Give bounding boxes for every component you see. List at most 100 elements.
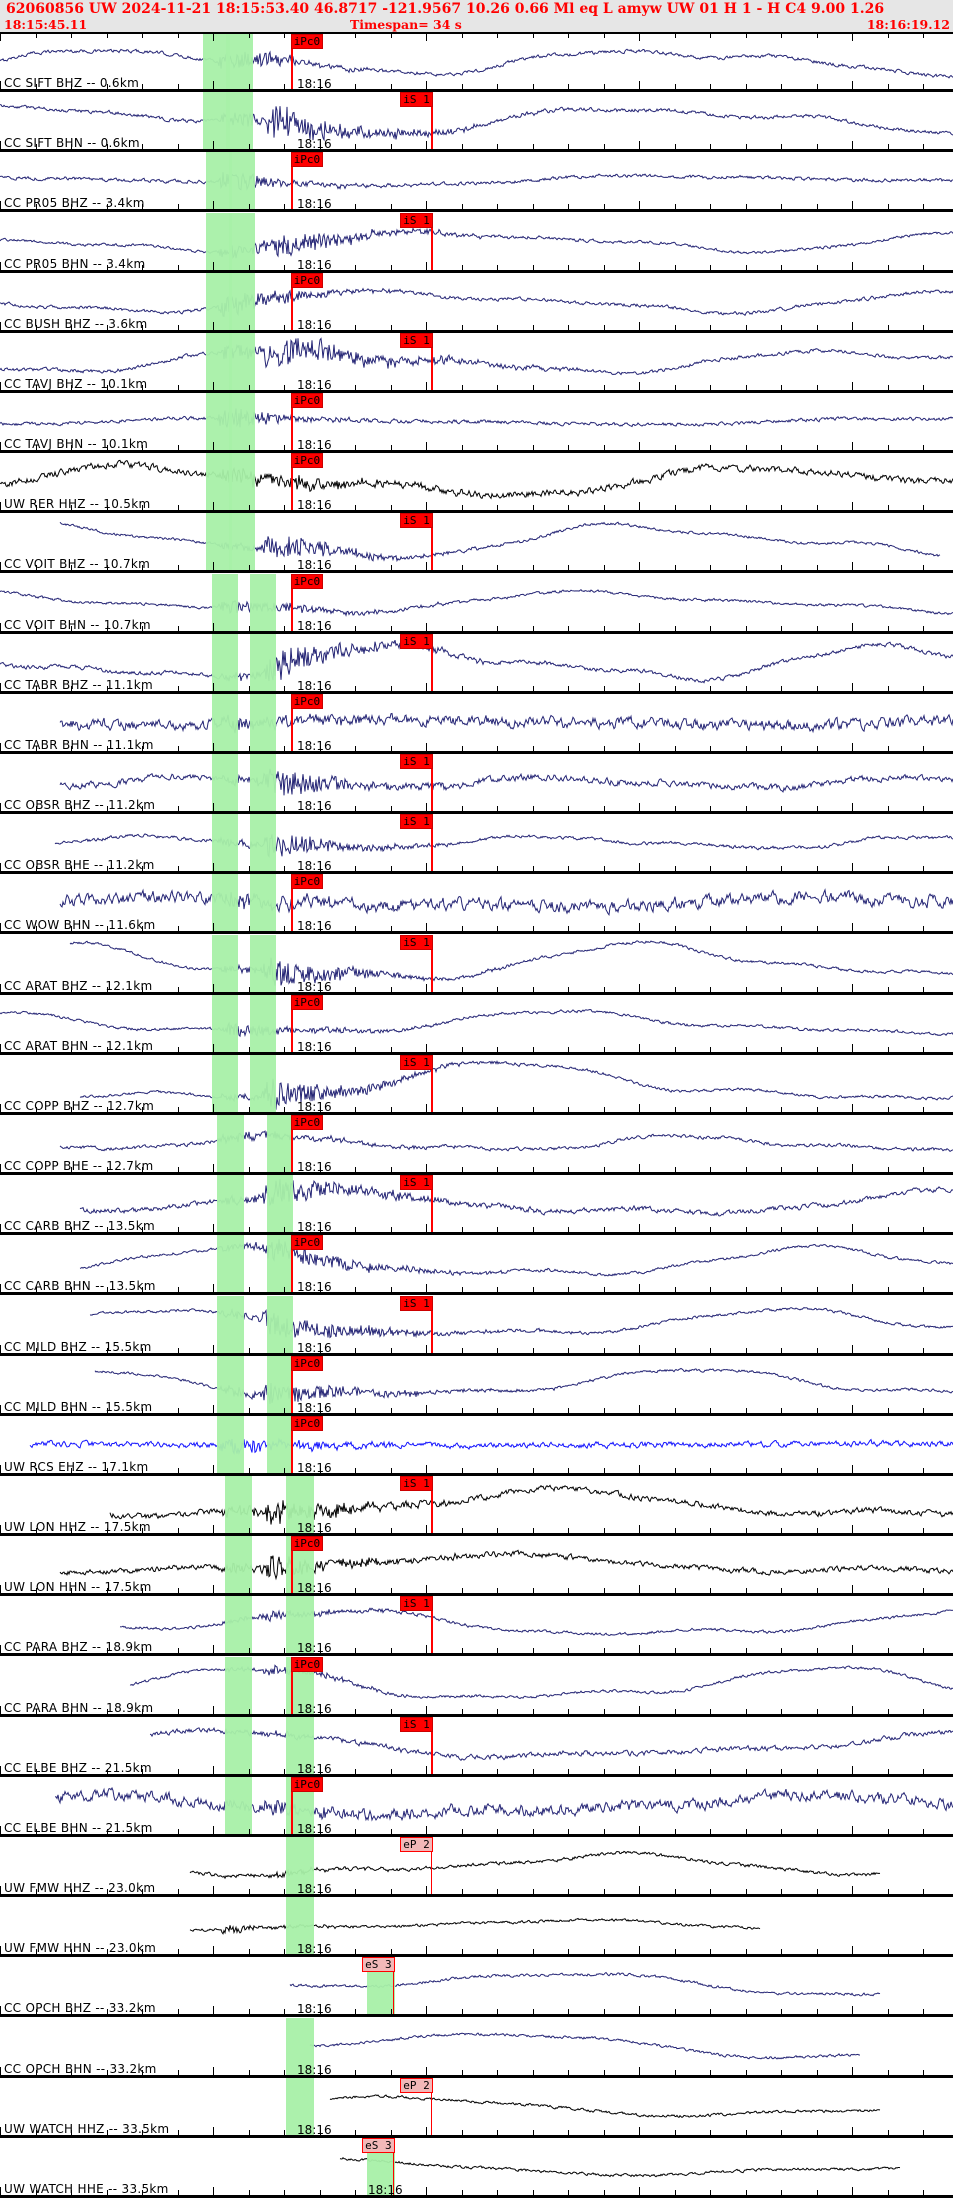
pick-label[interactable]: iPc0 (290, 1356, 324, 1371)
phase-pick-marker[interactable]: iPc0 (290, 1777, 351, 1834)
phase-pick-marker[interactable]: iS 1 (373, 213, 433, 270)
pick-label[interactable]: iPc0 (290, 393, 324, 408)
pick-label[interactable]: iPc0 (290, 34, 324, 49)
trace-row[interactable]: iPc0 CC VOIT BHN -- 10.7km 18:16 (0, 574, 953, 634)
trace-row[interactable]: UW FMW HHN -- 23.0km 18:16 (0, 1897, 953, 1957)
pick-label[interactable]: iS 1 (400, 1055, 433, 1070)
trace-row[interactable]: iS 1 CC ARAT BHZ -- 12.1km 18:16 (0, 935, 953, 995)
phase-pick-marker[interactable]: iPc0 (290, 1536, 351, 1593)
trace-row[interactable]: iS 1 CC VOIT BHZ -- 10.7km 18:16 (0, 513, 953, 573)
pick-label[interactable]: iPc0 (290, 874, 324, 889)
trace-row[interactable]: iS 1 CC COPP BHZ -- 12.7km 18:16 (0, 1055, 953, 1115)
phase-pick-marker[interactable]: iPc0 (290, 1115, 351, 1172)
trace-row[interactable]: iPc0 UW RER HHZ -- 10.5km 18:16 (0, 453, 953, 513)
pick-label[interactable]: iS 1 (400, 513, 433, 528)
trace-row[interactable]: iS 1 CC SIFT BHN -- 0.6km 18:16 (0, 92, 953, 152)
trace-row[interactable]: iS 1 CC PARA BHZ -- 18.9km 18:16 (0, 1596, 953, 1656)
phase-pick-marker[interactable]: iS 1 (373, 1296, 433, 1353)
pick-label[interactable]: iS 1 (400, 213, 433, 228)
pick-label[interactable]: eP 2 (400, 1837, 433, 1852)
trace-row[interactable]: iS 1 CC PR05 BHN -- 3.4km 18:16 (0, 213, 953, 273)
phase-pick-marker[interactable]: iPc0 (290, 393, 351, 450)
pick-label[interactable]: iPc0 (290, 1235, 324, 1250)
phase-pick-marker[interactable]: iPc0 (290, 1657, 351, 1714)
pick-label[interactable]: iPc0 (290, 1416, 324, 1431)
pick-label[interactable]: iS 1 (400, 1717, 433, 1732)
trace-row[interactable]: iS 1 CC TABR BHZ -- 11.1km 18:16 (0, 634, 953, 694)
phase-pick-marker[interactable]: iS 1 (373, 92, 433, 149)
pick-label[interactable]: iS 1 (400, 634, 433, 649)
trace-row[interactable]: iPc0 CC PR05 BHZ -- 3.4km 18:16 (0, 152, 953, 212)
pick-label[interactable]: iS 1 (400, 333, 433, 348)
pick-label[interactable]: iS 1 (400, 1296, 433, 1311)
phase-pick-marker[interactable]: iS 1 (373, 634, 433, 691)
pick-label[interactable]: iPc0 (290, 152, 324, 167)
pick-label[interactable]: iS 1 (400, 754, 433, 769)
phase-pick-marker[interactable]: iPc0 (290, 1235, 351, 1292)
pick-label[interactable]: iS 1 (400, 1175, 433, 1190)
pick-label[interactable]: iS 1 (400, 814, 433, 829)
phase-pick-marker[interactable]: iS 1 (373, 754, 433, 811)
trace-row[interactable]: iPc0 UW RCS EHZ -- 17.1km 18:16 (0, 1416, 953, 1476)
trace-row[interactable]: iPc0 CC CARB BHN -- 13.5km 18:16 (0, 1235, 953, 1295)
phase-pick-marker[interactable]: iPc0 (290, 34, 351, 89)
phase-pick-marker[interactable]: iS 1 (373, 513, 433, 570)
phase-pick-marker[interactable]: eS 3 (335, 2138, 395, 2195)
phase-pick-marker[interactable]: iPc0 (290, 995, 351, 1052)
phase-pick-marker[interactable]: iPc0 (290, 1416, 351, 1473)
pick-label[interactable]: eP 2 (400, 2078, 433, 2093)
phase-pick-marker[interactable]: iPc0 (290, 574, 351, 631)
trace-row[interactable]: iPc0 UW LON HHN -- 17.5km 18:16 (0, 1536, 953, 1596)
pick-label[interactable]: iPc0 (290, 995, 324, 1010)
trace-row[interactable]: iPc0 CC MILD BHN -- 15.5km 18:16 (0, 1356, 953, 1416)
pick-label[interactable]: iPc0 (290, 1777, 324, 1792)
trace-row[interactable]: iS 1 CC OBSR BHE -- 11.2km 18:16 (0, 814, 953, 874)
pick-label[interactable]: iPc0 (290, 694, 324, 709)
pick-label[interactable]: iS 1 (400, 92, 433, 107)
trace-row[interactable]: iPc0 CC ARAT BHN -- 12.1km 18:16 (0, 995, 953, 1055)
phase-pick-marker[interactable]: iS 1 (373, 333, 433, 390)
phase-pick-marker[interactable]: iS 1 (373, 1476, 433, 1533)
phase-pick-marker[interactable]: iS 1 (373, 1055, 433, 1112)
trace-row[interactable]: iPc0 CC TABR BHN -- 11.1km 18:16 (0, 694, 953, 754)
pick-label[interactable]: iPc0 (290, 453, 324, 468)
phase-pick-marker[interactable]: eS 3 (335, 1957, 395, 2014)
pick-label[interactable]: eS 3 (362, 1957, 395, 1972)
phase-pick-marker[interactable]: eP 2 (373, 2078, 433, 2135)
phase-pick-marker[interactable]: iS 1 (373, 1596, 433, 1653)
trace-row[interactable]: iPc0 CC ELBE BHN -- 21.5km 18:16 (0, 1777, 953, 1837)
phase-pick-marker[interactable]: iPc0 (290, 273, 351, 330)
trace-row[interactable]: iS 1 UW LON HHZ -- 17.5km 18:16 (0, 1476, 953, 1536)
trace-row[interactable]: iPc0 CC SIFT BHZ -- 0.6km 18:16 (0, 32, 953, 92)
pick-label[interactable]: iPc0 (290, 574, 324, 589)
trace-row[interactable]: iPc0 CC TAVJ BHN -- 10.1km 18:16 (0, 393, 953, 453)
phase-pick-marker[interactable]: iPc0 (290, 453, 351, 510)
trace-row[interactable]: iS 1 CC ELBE BHZ -- 21.5km 18:16 (0, 1717, 953, 1777)
pick-label[interactable]: iPc0 (290, 1115, 324, 1130)
trace-row[interactable]: eS 3 UW WATCH HHE -- 33.5km 18:16 (0, 2138, 953, 2198)
phase-pick-marker[interactable]: iS 1 (373, 814, 433, 871)
phase-pick-marker[interactable]: iPc0 (290, 694, 351, 751)
pick-label[interactable]: iS 1 (400, 1596, 433, 1611)
trace-row[interactable]: iPc0 CC WOW BHN -- 11.6km 18:16 (0, 874, 953, 934)
pick-label[interactable]: iS 1 (400, 935, 433, 950)
phase-pick-marker[interactable]: iS 1 (373, 1717, 433, 1774)
trace-row[interactable]: iS 1 CC MILD BHZ -- 15.5km 18:16 (0, 1296, 953, 1356)
trace-row[interactable]: iS 1 CC TAVJ BHZ -- 10.1km 18:16 (0, 333, 953, 393)
pick-label[interactable]: eS 3 (362, 2138, 395, 2153)
pick-label[interactable]: iPc0 (290, 1536, 324, 1551)
trace-row[interactable]: CC OPCH BHN -- 33.2km 18:16 (0, 2018, 953, 2078)
trace-row[interactable]: iS 1 CC OBSR BHZ -- 11.2km 18:16 (0, 754, 953, 814)
phase-pick-marker[interactable]: iS 1 (373, 1175, 433, 1232)
pick-label[interactable]: iS 1 (400, 1476, 433, 1491)
pick-label[interactable]: iPc0 (290, 273, 324, 288)
phase-pick-marker[interactable]: iS 1 (373, 935, 433, 992)
trace-row[interactable]: iPc0 CC PARA BHN -- 18.9km 18:16 (0, 1657, 953, 1717)
phase-pick-marker[interactable]: iPc0 (290, 152, 351, 209)
trace-row[interactable]: eS 3 CC OPCH BHZ -- 33.2km 18:16 (0, 1957, 953, 2017)
phase-pick-marker[interactable]: iPc0 (290, 874, 351, 931)
trace-row[interactable]: eP 2 UW WATCH HHZ -- 33.5km 18:16 (0, 2078, 953, 2138)
trace-row[interactable]: iPc0 CC COPP BHE -- 12.7km 18:16 (0, 1115, 953, 1175)
trace-row[interactable]: eP 2 UW FMW HHZ -- 23.0km 18:16 (0, 1837, 953, 1897)
trace-row[interactable]: iPc0 CC BUSH BHZ -- 3.6km 18:16 (0, 273, 953, 333)
